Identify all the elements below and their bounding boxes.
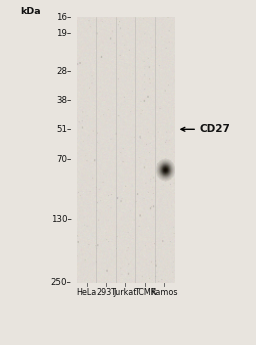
Text: CD27: CD27: [200, 124, 231, 134]
Text: 293T: 293T: [96, 288, 116, 297]
Text: 51–: 51–: [56, 125, 72, 134]
Text: TCMK: TCMK: [134, 288, 156, 297]
Text: Ramos: Ramos: [151, 288, 178, 297]
Text: 38–: 38–: [56, 96, 72, 105]
Text: HeLa: HeLa: [76, 288, 97, 297]
Text: kDa: kDa: [20, 7, 41, 16]
Text: 250–: 250–: [51, 278, 72, 287]
Text: 70–: 70–: [56, 155, 72, 164]
Text: 28–: 28–: [56, 67, 72, 76]
Text: 16–: 16–: [56, 13, 72, 22]
Text: 19–: 19–: [56, 29, 72, 38]
Text: Jurkat: Jurkat: [114, 288, 137, 297]
Text: 130–: 130–: [51, 215, 72, 224]
